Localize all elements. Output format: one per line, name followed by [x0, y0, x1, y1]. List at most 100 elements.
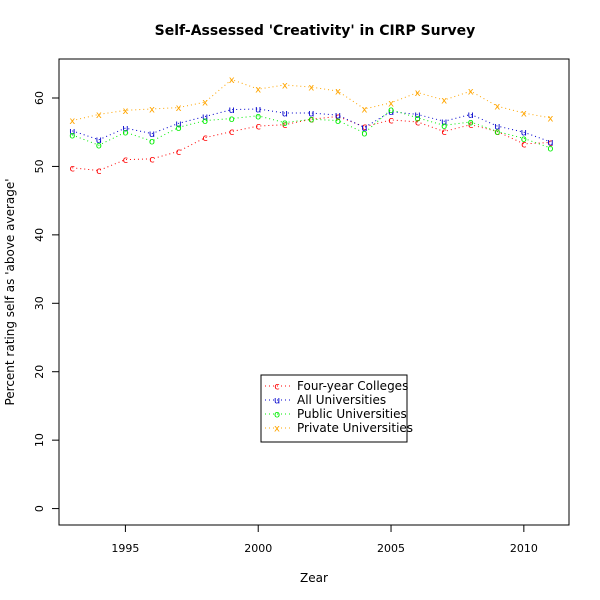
data-point: o	[388, 105, 394, 116]
data-point: u	[228, 105, 234, 116]
chart-title: Self-Assessed 'Creativity' in CIRP Surve…	[155, 23, 476, 39]
data-point: x	[308, 83, 314, 94]
data-point: c	[149, 154, 155, 165]
legend-label: All Universities	[297, 393, 386, 407]
data-point: o	[361, 128, 367, 139]
data-point: x	[547, 113, 553, 124]
data-point: x	[282, 81, 288, 92]
data-point: u	[335, 111, 341, 122]
data-point: o	[441, 121, 447, 132]
data-point: x	[96, 110, 102, 121]
data-point: o	[149, 137, 155, 148]
data-point: u	[255, 104, 261, 115]
y-tick-label: 20	[33, 365, 46, 379]
data-point: u	[361, 123, 367, 134]
data-point: x	[521, 109, 527, 120]
data-point: o	[122, 128, 128, 139]
y-tick-label: 0	[33, 505, 46, 512]
data-point: c	[96, 166, 102, 177]
plot-frame	[58, 58, 570, 526]
data-point: x	[468, 87, 474, 98]
data-point: o	[175, 123, 181, 134]
data-point: u	[494, 122, 500, 133]
data-point: o	[308, 115, 314, 126]
data-point: x	[69, 116, 75, 127]
data-point: u	[96, 135, 102, 146]
data-point: u	[521, 128, 527, 139]
data-point: c	[123, 155, 129, 166]
data-point: o	[69, 130, 75, 141]
data-point: u	[308, 109, 314, 120]
data-point: o	[255, 111, 261, 122]
data-point: x	[494, 102, 500, 113]
y-axis-label: Percent rating self as 'above average'	[3, 178, 17, 405]
data-point: c	[415, 117, 421, 128]
data-point: x	[176, 103, 182, 114]
y-tick-label: 50	[33, 159, 46, 173]
data-point: o	[229, 114, 235, 125]
legend-marker: c	[274, 382, 280, 393]
data-point: x	[149, 104, 155, 115]
data-point: o	[494, 127, 500, 138]
data-point: c	[202, 133, 208, 144]
data-point: o	[468, 117, 474, 128]
x-tick-label: 2010	[510, 542, 538, 555]
data-point: x	[335, 87, 341, 98]
y-tick-label: 30	[33, 296, 46, 310]
series-line	[72, 78, 551, 122]
data-point: o	[547, 143, 553, 154]
legend-marker: o	[274, 410, 280, 421]
data-point: x	[441, 96, 447, 107]
data-point: u	[175, 119, 181, 130]
data-point: u	[202, 112, 208, 123]
data-point: c	[335, 112, 341, 123]
data-point: o	[282, 118, 288, 129]
data-point: c	[176, 147, 182, 158]
y-axis: 0 10 20 30 40 50 60	[33, 91, 59, 512]
y-tick-label: 60	[33, 91, 46, 105]
legend: c Four-year Colleges u All Universities o Pub…	[260, 374, 413, 443]
data-point: c	[468, 120, 474, 131]
data-point: u	[122, 124, 128, 135]
data-point: x	[388, 98, 394, 109]
data-point: c	[282, 120, 288, 131]
data-point: u	[547, 137, 553, 148]
data-point: x	[122, 106, 128, 117]
data-point: u	[149, 129, 155, 140]
data-point: c	[441, 127, 447, 138]
data-point: c	[388, 115, 394, 126]
data-point: u	[282, 109, 288, 120]
y-tick-label: 40	[33, 228, 46, 242]
series-line	[72, 108, 551, 143]
data-point: c	[255, 122, 261, 133]
data-point: u	[468, 110, 474, 121]
series-x: x x x x x x x x x x x x x x x x x x x	[69, 75, 553, 127]
data-point: o	[335, 116, 341, 127]
data-point: c	[495, 127, 501, 138]
data-point: u	[441, 117, 447, 128]
series-line	[72, 115, 551, 172]
data-point: c	[309, 115, 315, 126]
data-point: c	[521, 139, 527, 150]
legend-label: Four-year Colleges	[297, 379, 408, 393]
x-axis-label: Zear	[300, 571, 328, 585]
series-o: o o o o o o o o o o o o o o o o o o o	[69, 105, 553, 154]
legend-label: Private Universities	[297, 421, 413, 435]
data-point: o	[415, 113, 421, 124]
legend-marker: u	[274, 396, 280, 407]
data-point: c	[362, 122, 368, 133]
y-tick-label: 10	[33, 433, 46, 447]
x-tick-label: 2000	[244, 542, 272, 555]
legend-label: Public Universities	[297, 407, 407, 421]
series-u: u u u u u u u u u u u u u u u u u u u	[69, 104, 553, 148]
data-point: x	[415, 88, 421, 99]
data-point: x	[362, 104, 368, 115]
data-point: o	[202, 116, 208, 127]
data-point: u	[414, 110, 420, 121]
x-axis: 1995 2000 2005 2010	[111, 525, 538, 555]
data-point: c	[70, 163, 76, 174]
data-point: c	[229, 127, 235, 138]
data-point: u	[69, 126, 75, 137]
